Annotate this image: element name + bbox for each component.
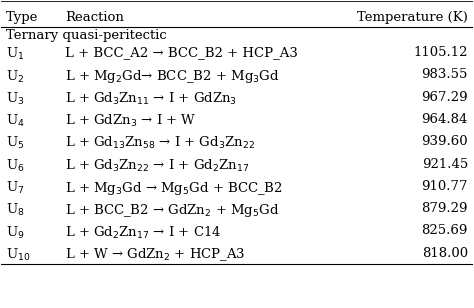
Text: 921.45: 921.45 xyxy=(422,158,468,171)
Text: L + Gd$_3$Zn$_{22}$ → I + Gd$_2$Zn$_{17}$: L + Gd$_3$Zn$_{22}$ → I + Gd$_2$Zn$_{17}… xyxy=(65,158,249,174)
Text: 818.00: 818.00 xyxy=(422,247,468,260)
Text: U$_2$: U$_2$ xyxy=(6,68,24,84)
Text: U$_7$: U$_7$ xyxy=(6,180,25,196)
Text: 879.29: 879.29 xyxy=(421,202,468,215)
Text: 1105.12: 1105.12 xyxy=(413,46,468,59)
Text: 825.69: 825.69 xyxy=(421,225,468,237)
Text: L + W → GdZn$_2$ + HCP_A3: L + W → GdZn$_2$ + HCP_A3 xyxy=(65,247,246,263)
Text: U$_6$: U$_6$ xyxy=(6,158,25,174)
Text: L + Gd$_3$Zn$_{11}$ → I + GdZn$_3$: L + Gd$_3$Zn$_{11}$ → I + GdZn$_3$ xyxy=(65,91,237,107)
Text: 983.55: 983.55 xyxy=(421,68,468,81)
Text: Ternary quasi-peritectic: Ternary quasi-peritectic xyxy=(6,29,167,42)
Text: 964.84: 964.84 xyxy=(421,113,468,126)
Text: L + Gd$_2$Zn$_{17}$ → I + C14: L + Gd$_2$Zn$_{17}$ → I + C14 xyxy=(65,225,221,241)
Text: 910.77: 910.77 xyxy=(421,180,468,193)
Text: U$_3$: U$_3$ xyxy=(6,91,25,107)
Text: L + BCC_A2 → BCC_B2 + HCP_A3: L + BCC_A2 → BCC_B2 + HCP_A3 xyxy=(65,46,298,59)
Text: L + BCC_B2 → GdZn$_2$ + Mg$_5$Gd: L + BCC_B2 → GdZn$_2$ + Mg$_5$Gd xyxy=(65,202,280,219)
Text: U$_8$: U$_8$ xyxy=(6,202,25,218)
Text: Reaction: Reaction xyxy=(65,10,124,23)
Text: L + GdZn$_3$ → I + W: L + GdZn$_3$ → I + W xyxy=(65,113,196,129)
Text: Temperature (K): Temperature (K) xyxy=(357,10,468,23)
Text: U$_1$: U$_1$ xyxy=(6,46,24,62)
Text: Type: Type xyxy=(6,10,38,23)
Text: L + Mg$_3$Gd → Mg$_5$Gd + BCC_B2: L + Mg$_3$Gd → Mg$_5$Gd + BCC_B2 xyxy=(65,180,283,197)
Text: L + Gd$_{13}$Zn$_{58}$ → I + Gd$_3$Zn$_{22}$: L + Gd$_{13}$Zn$_{58}$ → I + Gd$_3$Zn$_{… xyxy=(65,135,255,152)
Text: U$_{10}$: U$_{10}$ xyxy=(6,247,30,263)
Text: U$_9$: U$_9$ xyxy=(6,225,25,241)
Text: U$_4$: U$_4$ xyxy=(6,113,25,129)
Text: U$_5$: U$_5$ xyxy=(6,135,24,152)
Text: 939.60: 939.60 xyxy=(421,135,468,148)
Text: 967.29: 967.29 xyxy=(421,91,468,104)
Text: L + Mg$_2$Gd→ BCC_B2 + Mg$_3$Gd: L + Mg$_2$Gd→ BCC_B2 + Mg$_3$Gd xyxy=(65,68,280,85)
